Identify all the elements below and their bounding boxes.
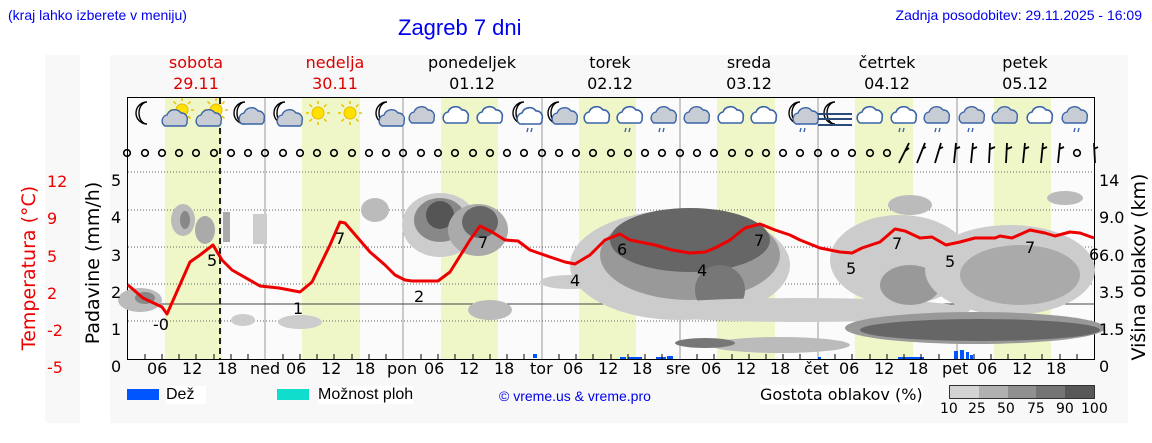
svg-text:5: 5 — [207, 251, 217, 270]
cloud-density-label: Gostota oblakov (%) — [760, 385, 923, 404]
x-tick-label: 12 — [736, 359, 757, 378]
svg-text:7: 7 — [335, 229, 345, 248]
temperature-axis-label-wrap: Temperatura (°C) — [14, 172, 44, 362]
storm-legend-label: Možnost ploh — [318, 386, 414, 404]
svg-text:-0: -0 — [153, 315, 169, 334]
temperature-ticks: 12 9 5 2 -2 -5 — [47, 172, 68, 378]
x-tick-label: 06 — [147, 359, 168, 378]
precipitation-axis-label: Padavine (mm/h) — [82, 181, 104, 345]
x-tick-label: pet — [942, 359, 969, 378]
cloud-height-ticks: 14 9.0 6.0 3.5 1.5 0 — [1099, 171, 1125, 377]
x-axis-labels: 06 12 18 ned 06 12 18 pon 06 12 18 tor 0… — [0, 359, 1152, 381]
temperature-axis-panel — [45, 55, 80, 423]
cloud-density-ticks: 10 25 50 75 90 100 — [940, 401, 1108, 417]
cloud-density-scale — [949, 385, 1095, 399]
svg-text:1: 1 — [293, 299, 303, 318]
day-header: četrtek 04.12 — [858, 53, 916, 93]
x-tick-label: 18 — [1046, 359, 1067, 378]
x-tick-label: 12 — [1012, 359, 1033, 378]
temperature-labels: -0 5 1 7 2 7 4 6 4 7 5 7 5 7 6 — [153, 229, 1099, 334]
storm-legend-swatch — [277, 389, 309, 400]
weather-icons — [135, 97, 1089, 133]
copyright-link[interactable]: © vreme.us & vreme.pro — [499, 388, 651, 404]
svg-text:7: 7 — [1025, 238, 1035, 257]
x-tick-label: 18 — [217, 359, 238, 378]
cloud-height-axis-label: Višina oblakov (km) — [1128, 173, 1150, 361]
day-header: sreda 03.12 — [726, 53, 772, 93]
svg-text:5: 5 — [846, 259, 856, 278]
x-tick-label: 06 — [701, 359, 722, 378]
x-tick-label: 12 — [598, 359, 619, 378]
x-tick-label: sre — [666, 359, 691, 378]
x-tick-label: 18 — [770, 359, 791, 378]
wind-calm-markers — [122, 148, 1082, 158]
rain-legend-label: Dež — [166, 386, 207, 404]
svg-text:6: 6 — [617, 240, 627, 259]
x-tick-label: 06 — [839, 359, 860, 378]
location-hint: (kraj lahko izberete v meniju) — [8, 7, 187, 23]
svg-text:7: 7 — [892, 234, 902, 253]
x-tick-label: 06 — [286, 359, 307, 378]
svg-text:6: 6 — [1089, 245, 1099, 264]
x-tick-label: 18 — [908, 359, 929, 378]
x-tick-label: ned — [250, 359, 281, 378]
svg-text:7: 7 — [754, 231, 764, 250]
precipitation-bars — [533, 350, 973, 359]
svg-text:5: 5 — [945, 252, 955, 271]
svg-text:2: 2 — [414, 287, 424, 306]
svg-text:4: 4 — [697, 261, 707, 280]
x-tick-label: čet — [804, 359, 829, 378]
temperature-axis-label: Temperatura (°C) — [18, 185, 40, 351]
x-tick-label: 06 — [977, 359, 998, 378]
x-tick-label: 18 — [632, 359, 653, 378]
x-tick-label: 12 — [459, 359, 480, 378]
svg-text:4: 4 — [570, 271, 580, 290]
x-tick-label: 06 — [424, 359, 445, 378]
day-header: torek 02.12 — [587, 53, 633, 93]
x-tick-label: 06 — [563, 359, 584, 378]
wind-barbs — [898, 142, 1099, 164]
day-header: nedelja 30.11 — [305, 53, 365, 93]
x-tick-label: 12 — [321, 359, 342, 378]
x-tick-label: 12 — [874, 359, 895, 378]
day-header: sobota 29.11 — [168, 53, 224, 93]
temperature-line — [127, 220, 1095, 316]
x-tick-label: pon — [387, 359, 418, 378]
page-title: Zagreb 7 dni — [398, 15, 522, 40]
svg-text:7: 7 — [478, 233, 488, 252]
rain-legend-swatch — [127, 389, 159, 400]
x-tick-label: 12 — [182, 359, 203, 378]
x-tick-label: tor — [530, 359, 553, 378]
day-header: petek 05.12 — [1002, 53, 1048, 93]
precipitation-ticks: 5 4 3 2 1 0 — [111, 171, 122, 377]
x-tick-label: 18 — [355, 359, 376, 378]
day-header: ponedeljek 01.12 — [428, 53, 516, 93]
last-updated: Zadnja posodobitev: 29.11.2025 - 16:09 — [895, 7, 1142, 23]
x-tick-label: 18 — [494, 359, 515, 378]
